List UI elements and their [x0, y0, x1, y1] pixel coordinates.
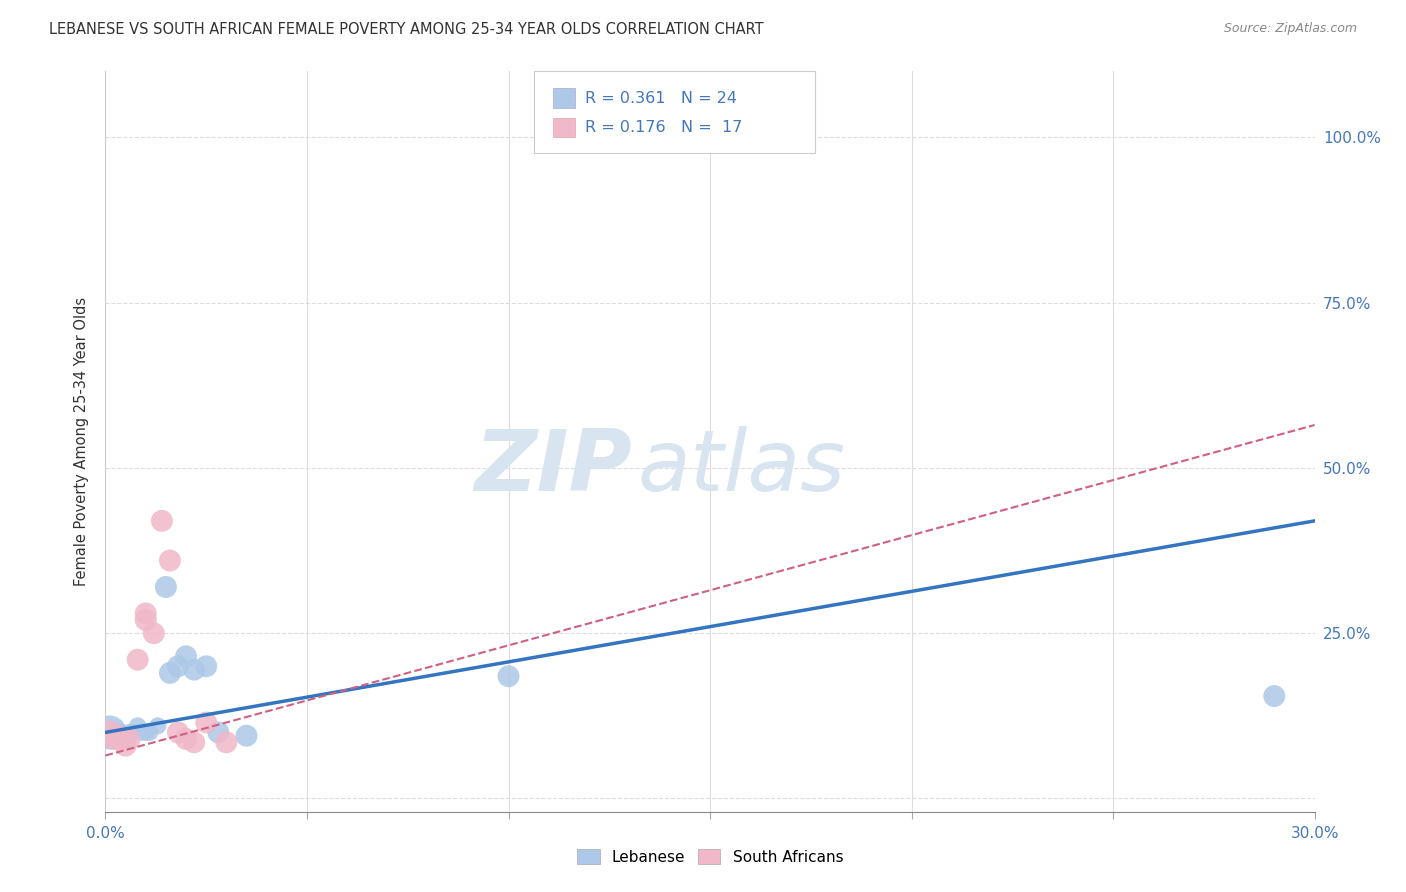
Point	[215, 735, 238, 749]
Point	[135, 613, 157, 627]
Point	[107, 725, 129, 739]
Point	[114, 731, 136, 746]
Point	[498, 669, 520, 683]
Point	[174, 649, 197, 664]
Point	[114, 739, 136, 753]
Legend: Lebanese, South Africans: Lebanese, South Africans	[571, 843, 849, 871]
Text: LEBANESE VS SOUTH AFRICAN FEMALE POVERTY AMONG 25-34 YEAR OLDS CORRELATION CHART: LEBANESE VS SOUTH AFRICAN FEMALE POVERTY…	[49, 22, 763, 37]
Point	[107, 731, 129, 746]
Point	[110, 731, 132, 746]
Point	[135, 607, 157, 621]
Point	[103, 731, 125, 746]
Point	[174, 731, 197, 746]
Point	[155, 580, 177, 594]
Point	[207, 725, 229, 739]
Y-axis label: Female Poverty Among 25-34 Year Olds: Female Poverty Among 25-34 Year Olds	[75, 297, 90, 586]
Text: R = 0.176   N =  17: R = 0.176 N = 17	[585, 120, 742, 135]
Point	[122, 725, 145, 739]
Text: ZIP: ZIP	[474, 426, 631, 509]
Point	[103, 725, 125, 739]
Point	[150, 514, 173, 528]
Point	[142, 626, 165, 640]
Point	[127, 719, 149, 733]
Point	[146, 719, 169, 733]
Point	[110, 731, 132, 746]
Text: Source: ZipAtlas.com: Source: ZipAtlas.com	[1223, 22, 1357, 36]
Point	[159, 553, 181, 567]
Point	[235, 729, 257, 743]
Point	[98, 725, 121, 739]
Point	[118, 725, 141, 739]
Point	[107, 729, 129, 743]
Point	[779, 130, 801, 145]
Point	[1263, 689, 1285, 703]
Point	[110, 725, 132, 739]
Point	[159, 665, 181, 680]
Point	[127, 653, 149, 667]
Point	[195, 715, 218, 730]
Text: atlas: atlas	[637, 426, 845, 509]
Point	[167, 659, 190, 673]
Point	[131, 725, 153, 739]
Point	[167, 725, 190, 739]
Point	[183, 663, 205, 677]
Text: R = 0.361   N = 24: R = 0.361 N = 24	[585, 91, 737, 105]
Point	[135, 725, 157, 739]
Point	[98, 725, 121, 739]
Point	[195, 659, 218, 673]
Point	[118, 731, 141, 746]
Point	[139, 725, 162, 739]
Point	[183, 735, 205, 749]
